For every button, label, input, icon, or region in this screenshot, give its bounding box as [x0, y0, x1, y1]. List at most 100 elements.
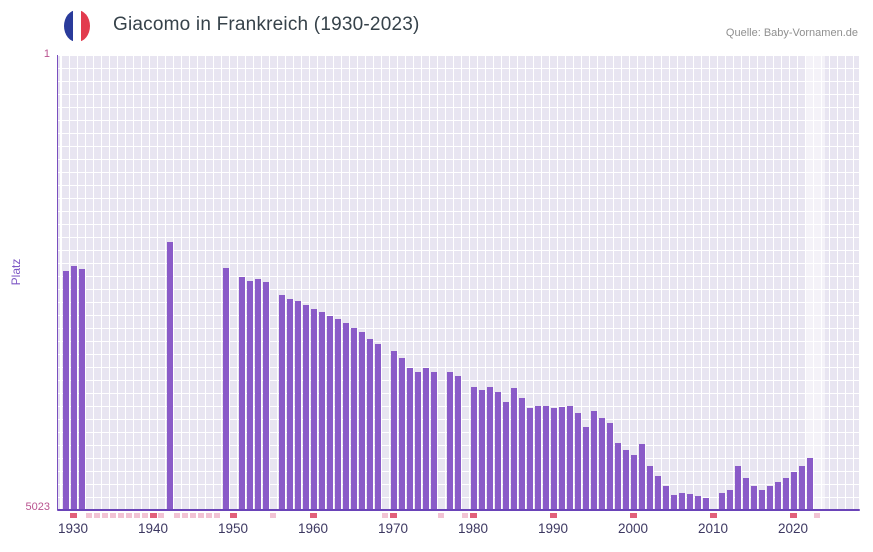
- bar-1957[interactable]: [287, 299, 293, 510]
- bar-1960[interactable]: [311, 309, 317, 510]
- y-axis-title: Platz: [9, 258, 23, 286]
- x-decade-tick-2000: [630, 513, 637, 518]
- bar-2004[interactable]: [663, 486, 669, 510]
- bar-2002[interactable]: [647, 466, 653, 510]
- bar-1966[interactable]: [359, 332, 365, 510]
- bar-1978[interactable]: [455, 376, 461, 510]
- axis-marker-row: [57, 513, 858, 519]
- bar-1975[interactable]: [431, 372, 437, 510]
- bar-1989[interactable]: [543, 406, 549, 510]
- bar-2005[interactable]: [671, 495, 677, 510]
- bar-1974[interactable]: [423, 368, 429, 510]
- bar-1942[interactable]: [167, 242, 173, 510]
- bar-1967[interactable]: [367, 339, 373, 510]
- bar-2016[interactable]: [759, 490, 765, 510]
- bar-1993[interactable]: [575, 413, 581, 510]
- bar-1990[interactable]: [551, 408, 557, 510]
- bar-1964[interactable]: [343, 323, 349, 510]
- bar-2007[interactable]: [687, 494, 693, 510]
- x-tick-label-1960: 1960: [297, 521, 329, 536]
- bar-1961[interactable]: [319, 312, 325, 510]
- x-axis-line: [57, 509, 860, 511]
- bar-2009[interactable]: [703, 498, 709, 510]
- bar-2006[interactable]: [679, 493, 685, 510]
- bar-1930[interactable]: [71, 266, 77, 510]
- x-tick-label-2000: 2000: [617, 521, 649, 536]
- bar-2018[interactable]: [775, 482, 781, 510]
- bar-1953[interactable]: [255, 279, 261, 510]
- x-decade-tick-1940: [150, 513, 157, 518]
- highlight-band: [805, 55, 825, 510]
- bar-1971[interactable]: [399, 358, 405, 510]
- bar-1949[interactable]: [223, 268, 229, 510]
- bar-1988[interactable]: [535, 406, 541, 510]
- bar-1962[interactable]: [327, 316, 333, 510]
- bar-1996[interactable]: [599, 418, 605, 510]
- bar-1992[interactable]: [567, 406, 573, 510]
- bar-1959[interactable]: [303, 305, 309, 510]
- bar-1985[interactable]: [511, 388, 517, 510]
- missing-year-marker-1976: [438, 513, 444, 518]
- bar-1965[interactable]: [351, 328, 357, 510]
- bar-2021[interactable]: [799, 466, 805, 510]
- bar-1972[interactable]: [407, 368, 413, 510]
- missing-year-marker-1948: [214, 513, 220, 518]
- bar-1983[interactable]: [495, 392, 501, 510]
- bar-2019[interactable]: [783, 478, 789, 510]
- bar-2012[interactable]: [727, 490, 733, 510]
- bar-1956[interactable]: [279, 295, 285, 510]
- x-tick-label-1940: 1940: [137, 521, 169, 536]
- bar-1963[interactable]: [335, 319, 341, 510]
- bar-1981[interactable]: [479, 390, 485, 510]
- bar-1958[interactable]: [295, 301, 301, 510]
- bar-2020[interactable]: [791, 472, 797, 510]
- bar-1998[interactable]: [615, 443, 621, 510]
- bar-1995[interactable]: [591, 411, 597, 510]
- bar-1977[interactable]: [447, 372, 453, 510]
- x-tick-label-2010: 2010: [697, 521, 729, 536]
- bar-1968[interactable]: [375, 344, 381, 510]
- bar-1970[interactable]: [391, 351, 397, 510]
- bar-2003[interactable]: [655, 476, 661, 510]
- bar-1951[interactable]: [239, 277, 245, 510]
- missing-year-marker-1944: [182, 513, 188, 518]
- bar-2014[interactable]: [743, 478, 749, 510]
- flag-stripe-white: [72, 10, 82, 42]
- bar-1954[interactable]: [263, 282, 269, 510]
- bar-2011[interactable]: [719, 493, 725, 510]
- x-decade-tick-1930: [70, 513, 77, 518]
- y-tick-top: 1: [43, 48, 50, 60]
- bar-1997[interactable]: [607, 423, 613, 510]
- bar-2013[interactable]: [735, 466, 741, 510]
- bar-1982[interactable]: [487, 387, 493, 510]
- bar-1994[interactable]: [583, 427, 589, 510]
- missing-year-marker-1955: [270, 513, 276, 518]
- x-tick-label-1980: 1980: [457, 521, 489, 536]
- x-decade-tick-2020: [790, 513, 797, 518]
- missing-year-marker-1933: [94, 513, 100, 518]
- missing-year-marker-1946: [198, 513, 204, 518]
- bar-1984[interactable]: [503, 402, 509, 510]
- bar-2022[interactable]: [807, 458, 813, 510]
- bar-1980[interactable]: [471, 387, 477, 510]
- bar-1987[interactable]: [527, 408, 533, 510]
- bar-2017[interactable]: [767, 486, 773, 510]
- bar-2015[interactable]: [751, 486, 757, 510]
- x-axis-labels: 1930 1940 1950 1960 1970 1980 1990 2000 2010 2020: [57, 521, 858, 541]
- bar-1931[interactable]: [79, 269, 85, 510]
- bar-2008[interactable]: [695, 496, 701, 510]
- missing-year-marker-1932: [86, 513, 92, 518]
- missing-year-marker-1943: [174, 513, 180, 518]
- missing-year-marker-1935: [110, 513, 116, 518]
- plot-area[interactable]: [57, 55, 859, 510]
- bar-2001[interactable]: [639, 444, 645, 510]
- bar-1991[interactable]: [559, 407, 565, 510]
- missing-year-marker-1945: [190, 513, 196, 518]
- bar-1986[interactable]: [519, 398, 525, 510]
- bar-1999[interactable]: [623, 450, 629, 510]
- bar-2000[interactable]: [631, 455, 637, 510]
- bar-1929[interactable]: [63, 271, 69, 510]
- bar-1973[interactable]: [415, 372, 421, 510]
- bar-1952[interactable]: [247, 281, 253, 510]
